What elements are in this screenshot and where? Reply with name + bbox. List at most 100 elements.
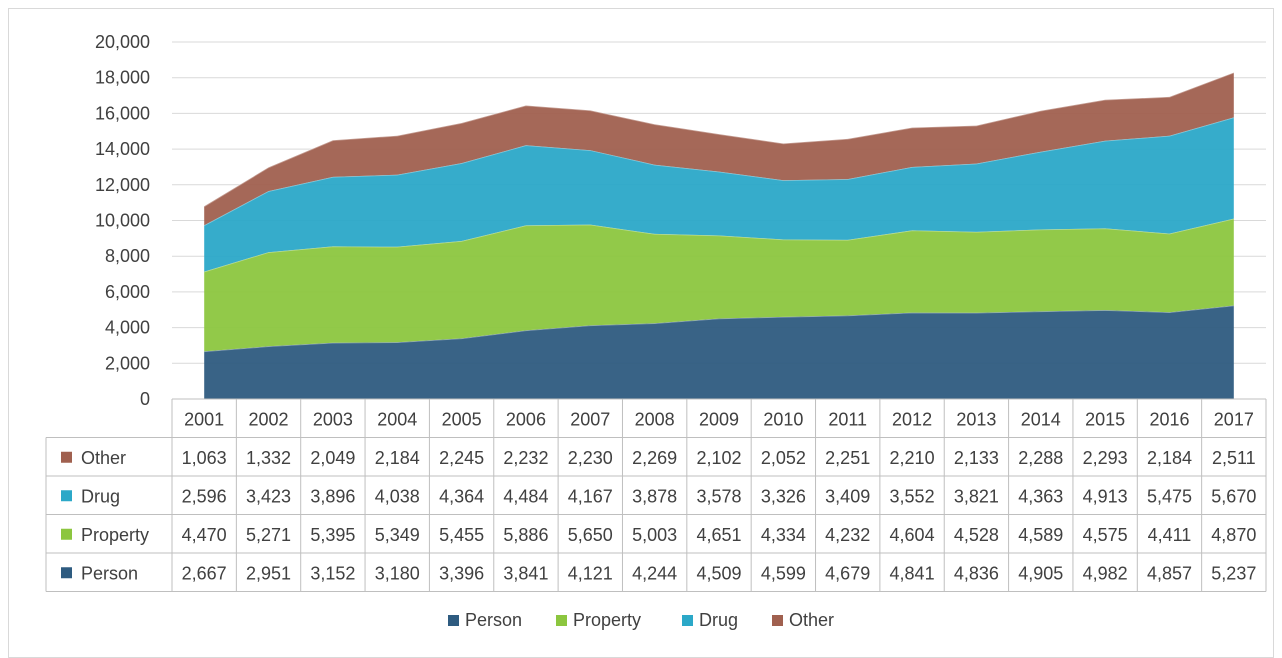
table-cell: 5,395 [310, 525, 355, 545]
table-cell: 4,363 [1018, 486, 1063, 506]
area-edge-other [203, 71, 1235, 207]
x-tick-label: 2005 [442, 409, 482, 429]
legend-label: Other [789, 610, 834, 630]
table-cell: 3,180 [375, 563, 420, 583]
y-tick-label: 4,000 [105, 318, 150, 338]
table-cell: 1,063 [182, 448, 227, 468]
table-cell: 3,821 [954, 486, 999, 506]
table-cell: 3,841 [503, 563, 548, 583]
legend-label: Person [465, 610, 522, 630]
y-axis: 0 2,000 4,000 6,000 8,000 10,000 12,000 14,000 1… [95, 32, 150, 409]
x-tick-label: 2003 [313, 409, 353, 429]
table-cell: 4,679 [825, 563, 870, 583]
table-cell: 2,293 [1083, 448, 1128, 468]
table-cell: 3,326 [761, 486, 806, 506]
y-tick-label: 6,000 [105, 282, 150, 302]
table-row-label: Other [81, 448, 126, 468]
table-cell: 4,121 [568, 563, 613, 583]
area-property [204, 218, 1234, 352]
table-cell: 4,232 [825, 525, 870, 545]
table-cell: 2,288 [1018, 448, 1063, 468]
table-cell: 4,411 [1148, 525, 1192, 545]
y-tick-label: 20,000 [95, 32, 150, 52]
table-cell: 5,670 [1211, 486, 1256, 506]
table-cell: 4,836 [954, 563, 999, 583]
legend-item-person: Person [448, 610, 522, 630]
table-cell: 5,455 [439, 525, 484, 545]
table-cell: 2,133 [954, 448, 999, 468]
x-tick-label: 2007 [570, 409, 610, 429]
y-tick-label: 12,000 [95, 175, 150, 195]
legend-label: Property [573, 610, 641, 630]
legend-swatch [448, 615, 459, 626]
table-cell: 4,604 [890, 525, 935, 545]
table-cell: 4,870 [1211, 525, 1256, 545]
table-cell: 3,423 [246, 486, 291, 506]
table-cell: 4,589 [1018, 525, 1063, 545]
legend-item-other: Other [772, 610, 834, 630]
table-cell: 4,484 [503, 486, 548, 506]
table-cell: 3,409 [825, 486, 870, 506]
y-tick-label: 8,000 [105, 246, 150, 266]
x-tick-label: 2001 [184, 409, 224, 429]
table-cell: 3,152 [310, 563, 355, 583]
table-cell: 2,230 [568, 448, 613, 468]
table-cell: 2,511 [1212, 448, 1256, 468]
table-cell: 4,982 [1083, 563, 1128, 583]
table-cell: 5,237 [1211, 563, 1256, 583]
table-cell: 4,913 [1083, 486, 1128, 506]
legend-swatch [682, 615, 693, 626]
table-cell: 4,857 [1147, 563, 1192, 583]
table-cell: 2,251 [825, 448, 870, 468]
table-cell: 2,245 [439, 448, 484, 468]
area-other [204, 72, 1234, 226]
table-cell: 2,269 [632, 448, 677, 468]
x-tick-label: 2004 [377, 409, 417, 429]
table-cell: 4,509 [696, 563, 741, 583]
legend: Person Property Drug Other [448, 610, 834, 630]
table-cell: 2,232 [503, 448, 548, 468]
table-cell: 2,184 [1147, 448, 1192, 468]
table-cell: 4,841 [890, 563, 935, 583]
x-tick-label: 2016 [1149, 409, 1189, 429]
x-tick-label: 2011 [828, 409, 867, 429]
table-cell: 4,651 [696, 525, 741, 545]
table-cell: 5,475 [1147, 486, 1192, 506]
table-cell: 4,244 [632, 563, 677, 583]
table-cell: 2,667 [182, 563, 227, 583]
table-cell: 2,049 [310, 448, 355, 468]
y-tick-label: 14,000 [95, 139, 150, 159]
x-tick-label: 2013 [956, 409, 996, 429]
table-cell: 3,396 [439, 563, 484, 583]
x-tick-label: 2014 [1021, 409, 1061, 429]
table-cell: 4,575 [1083, 525, 1128, 545]
y-tick-label: 10,000 [95, 211, 150, 231]
area-person [204, 305, 1234, 399]
table-legend-key [61, 528, 72, 540]
table-cell: 5,003 [632, 525, 677, 545]
data-table: 2001 2002 2003 2004 2005 2006 2007 2008 2009 2010… [45, 398, 1267, 592]
table-cell: 1,332 [246, 448, 291, 468]
area-drug [204, 117, 1234, 272]
x-tick-label: 2006 [506, 409, 546, 429]
table-cell: 2,052 [761, 448, 806, 468]
table-cell: 5,349 [375, 525, 420, 545]
table-cell: 4,038 [375, 486, 420, 506]
legend-item-drug: Drug [682, 610, 738, 630]
table-cell: 4,167 [568, 486, 613, 506]
y-tick-label: 2,000 [105, 353, 150, 373]
table-cell: 5,271 [246, 525, 291, 545]
legend-item-property: Property [556, 610, 641, 630]
legend-swatch [772, 615, 783, 626]
x-tick-label: 2015 [1085, 409, 1125, 429]
x-tick-label: 2008 [635, 409, 675, 429]
table-cell: 4,470 [182, 525, 227, 545]
table-legend-key [61, 567, 72, 579]
area-series [203, 71, 1235, 399]
table-cell: 4,334 [761, 525, 806, 545]
table-cell: 2,210 [890, 448, 935, 468]
y-tick-label: 18,000 [95, 68, 150, 88]
table-cell: 2,184 [375, 448, 420, 468]
table-cell: 4,905 [1018, 563, 1063, 583]
